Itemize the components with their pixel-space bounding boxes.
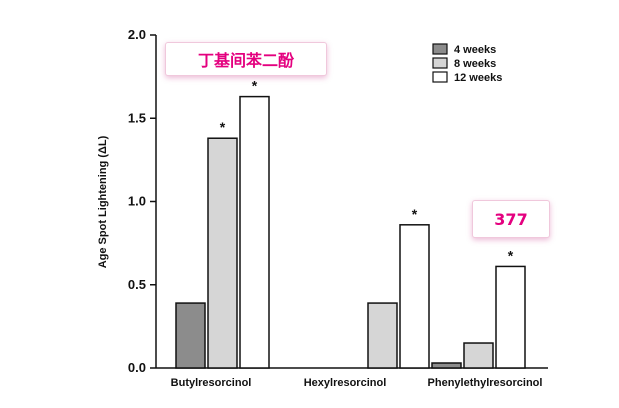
y-axis: 0.0 0.5 1.0 1.5 2.0 [128,27,157,375]
callout-phenylethylresorcinol: 377 [472,200,550,238]
significance-star: * [220,119,226,135]
legend-swatch [432,57,448,69]
legend-label: 12 weeks [454,72,502,84]
bar [175,302,206,369]
y-axis-label: Age Spot Lightening (ΔL) [97,135,109,268]
x-tick-label: Phenylethylresorcinol [428,377,543,389]
callout-butylresorcinol: 丁基间苯二酚 [165,42,327,76]
legend-swatch [432,43,448,55]
x-tick-label: Butylresorcinol [171,377,252,389]
x-axis: Butylresorcinol Hexylresorcinol Phenylethy… [156,367,548,389]
callout-phenylethylresorcinol-text: 377 [494,209,528,229]
bar [495,265,526,369]
legend-label: 8 weeks [454,58,496,70]
y-tick-label: 2.0 [128,27,146,42]
y-tick-label: 0.0 [128,360,146,375]
significance-star: * [508,247,514,263]
y-tick-label: 0.5 [128,277,146,292]
bar [239,95,270,369]
significance-star: * [252,78,258,94]
significance-star: * [412,206,418,222]
bars [175,95,526,369]
significance-markers: * * * * [220,78,514,264]
y-tick-label: 1.0 [128,194,146,209]
bar [463,342,494,369]
bar [399,224,430,369]
bar [431,362,462,369]
legend: 4 weeks 8 weeks 12 weeks [432,43,502,84]
x-tick-label: Hexylresorcinol [304,377,387,389]
legend-swatch [432,71,448,83]
callout-butylresorcinol-text: 丁基间苯二酚 [197,51,294,70]
legend-label: 4 weeks [454,44,496,56]
bar [207,137,238,369]
y-tick-label: 1.5 [128,110,146,125]
bar [367,302,398,369]
